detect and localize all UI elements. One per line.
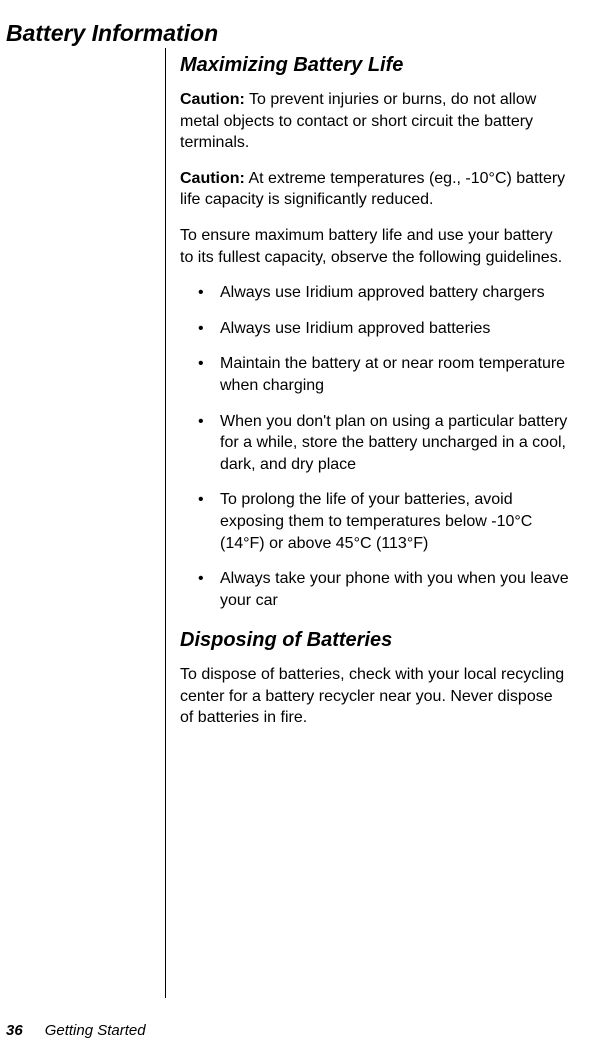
content-column: Maximizing Battery Life Caution: To prev… xyxy=(165,48,570,998)
guidelines-list: Always use Iridium approved battery char… xyxy=(180,282,570,611)
caution-paragraph-2: Caution: At extreme temperatures (eg., -… xyxy=(180,168,570,211)
list-item: When you don't plan on using a particula… xyxy=(180,411,570,476)
list-item: Always use Iridium approved batteries xyxy=(180,318,570,340)
disposal-paragraph: To dispose of batteries, check with your… xyxy=(180,664,570,729)
intro-paragraph: To ensure maximum battery life and use y… xyxy=(180,225,570,268)
list-item: To prolong the life of your batteries, a… xyxy=(180,489,570,554)
list-item: Always take your phone with you when you… xyxy=(180,568,570,611)
page-number: 36 xyxy=(6,1022,23,1039)
page-title: Battery Information xyxy=(6,20,218,47)
section-heading-maximizing: Maximizing Battery Life xyxy=(180,54,570,77)
page-footer: 36 Getting Started xyxy=(6,1022,146,1039)
page-container: Battery Information Maximizing Battery L… xyxy=(0,0,599,1059)
list-item: Always use Iridium approved battery char… xyxy=(180,282,570,304)
section-heading-disposing: Disposing of Batteries xyxy=(180,629,570,652)
caution-label-1: Caution: xyxy=(180,91,245,108)
list-item: Maintain the battery at or near room tem… xyxy=(180,353,570,396)
caution-label-2: Caution: xyxy=(180,170,245,187)
footer-section-name: Getting Started xyxy=(45,1022,146,1039)
caution-paragraph-1: Caution: To prevent injuries or burns, d… xyxy=(180,89,570,154)
